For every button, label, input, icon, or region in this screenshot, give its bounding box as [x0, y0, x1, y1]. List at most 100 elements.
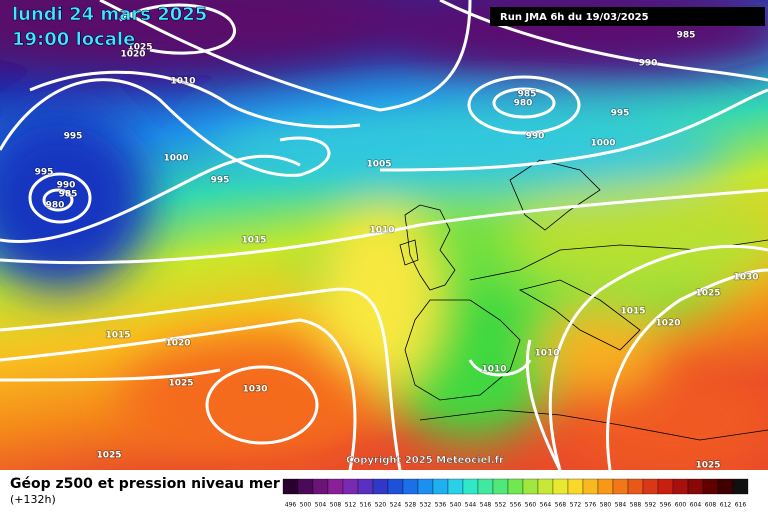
- isobar-label: 1005: [366, 160, 391, 170]
- scale-swatch: [417, 478, 434, 495]
- scale-swatch: [687, 478, 704, 495]
- scale-swatch: [567, 478, 584, 495]
- copyright: Copyright 2025 Meteociel.fr: [346, 455, 504, 466]
- scale-swatch: [432, 478, 449, 495]
- isobar-label: 1030: [242, 385, 267, 395]
- isobar-label: 1030: [733, 273, 758, 283]
- scale-swatch: [462, 478, 479, 495]
- isobar-label: 990: [526, 132, 545, 142]
- scale-swatch: [297, 478, 314, 495]
- scale-swatch: [372, 478, 389, 495]
- isobar-labels: 1025102010109959959909859801000995100510…: [34, 30, 759, 472]
- scale-swatch: [537, 478, 554, 495]
- scale-swatch: [552, 478, 569, 495]
- footer-subtitle: (+132h): [10, 493, 56, 506]
- scale-label: 520: [375, 502, 387, 509]
- scale-label: 596: [660, 502, 672, 509]
- scale-label: 612: [720, 502, 732, 509]
- isobar-label: 990: [639, 59, 658, 69]
- scale-label: 536: [435, 502, 447, 509]
- isobar-label: 995: [611, 109, 630, 119]
- scale-swatch: [612, 478, 629, 495]
- scale-label: 592: [645, 502, 657, 509]
- isobar-label: 1015: [241, 236, 266, 246]
- scale-label: 504: [315, 502, 327, 509]
- isobar-label: 980: [46, 201, 65, 211]
- isobar-label: 1020: [655, 319, 680, 329]
- run-info: Run JMA 6h du 19/03/2025: [500, 12, 649, 23]
- scale-label: 616: [735, 502, 747, 509]
- isobar-label: 1010: [481, 365, 506, 375]
- scale-label: 548: [480, 502, 492, 509]
- isobar-label: 985: [518, 90, 537, 100]
- isobar-label: 995: [64, 132, 83, 142]
- scale-swatch: [312, 478, 329, 495]
- color-scale: 496 500 504 508 512 516 520 524 528 532 536 540 544 5…: [282, 478, 749, 509]
- scale-swatch: [387, 478, 404, 495]
- scale-label: 588: [630, 502, 642, 509]
- isobar-label: 985: [677, 31, 696, 41]
- scale-label: 604: [690, 502, 702, 509]
- scale-label: 512: [345, 502, 357, 509]
- scale-label: 576: [585, 502, 597, 509]
- isobar-label: 1020: [165, 339, 190, 349]
- isobar-label: 1025: [695, 289, 720, 299]
- scale-swatch: [597, 478, 614, 495]
- scale-swatch: [582, 478, 599, 495]
- time: 19:00 locale: [12, 29, 135, 50]
- scale-label: 600: [675, 502, 687, 509]
- isobar-label: 1000: [590, 139, 615, 149]
- scale-swatch: [402, 478, 419, 495]
- scale-swatch: [717, 478, 734, 495]
- scale-label: 552: [495, 502, 507, 509]
- scale-label: 544: [465, 502, 477, 509]
- scale-label: 580: [600, 502, 612, 509]
- scale-label: 556: [510, 502, 522, 509]
- isobar-label: 1025: [695, 461, 720, 471]
- scale-swatch: [627, 478, 644, 495]
- scale-label: 540: [450, 502, 462, 509]
- scale-swatch: [357, 478, 374, 495]
- isobar-label: 1010: [170, 77, 195, 87]
- isobars: [0, 0, 768, 470]
- scale-label: 568: [555, 502, 567, 509]
- scale-swatch: [732, 478, 749, 495]
- scale-swatch: [342, 478, 359, 495]
- scale-swatch: [477, 478, 494, 495]
- scale-swatch: [327, 478, 344, 495]
- scale-label: 560: [525, 502, 537, 509]
- isobar-label: 985: [59, 190, 78, 200]
- scale-label: 496: [285, 502, 297, 509]
- isobar-label: 1025: [127, 43, 152, 53]
- scale-swatch: [657, 478, 674, 495]
- scale-label: 572: [570, 502, 582, 509]
- scale-label: 524: [390, 502, 402, 509]
- isobar-label: 980: [514, 99, 533, 109]
- scale-swatch: [507, 478, 524, 495]
- scale-swatch: [492, 478, 509, 495]
- scale-swatch: [447, 478, 464, 495]
- scale-label: 516: [360, 502, 372, 509]
- isobar-label: 1015: [620, 307, 645, 317]
- isobar-label: 1010: [369, 226, 394, 236]
- isobar-label: 1020: [120, 50, 145, 60]
- scale-label: 584: [615, 502, 627, 509]
- isobar-label: 1025: [96, 451, 121, 461]
- isobar-label: 995: [211, 176, 230, 186]
- scale-label: 532: [420, 502, 432, 509]
- isobar-label: 995: [35, 168, 54, 178]
- date: lundi 24 mars 2025: [12, 4, 207, 25]
- scale-label: 508: [330, 502, 342, 509]
- isobar-label: 990: [57, 181, 76, 191]
- isobar-label: 1000: [163, 154, 188, 164]
- scale-label: 500: [300, 502, 312, 509]
- scale-label: 564: [540, 502, 552, 509]
- scale-label: 608: [705, 502, 717, 509]
- scale-swatch: [522, 478, 539, 495]
- run-box: [490, 7, 765, 26]
- footer-title: Géop z500 et pression niveau mer: [10, 476, 280, 492]
- scale-swatch: [702, 478, 719, 495]
- scale-swatch: [282, 478, 299, 495]
- background-field: [0, 0, 768, 475]
